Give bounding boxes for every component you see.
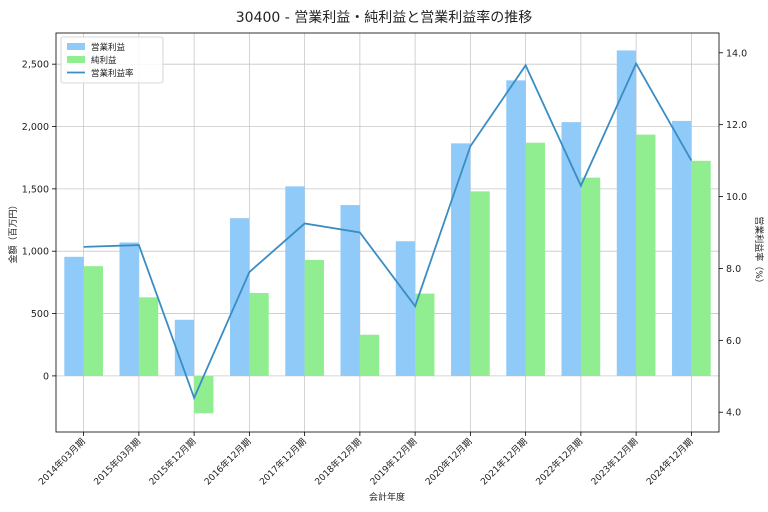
- legend-swatch: [67, 43, 85, 50]
- x-tick-label: 2023年12月期: [588, 436, 640, 488]
- x-tick-label: 2024年12月期: [644, 436, 696, 488]
- plot-frame: [55, 32, 720, 433]
- bar-net-profit: [415, 293, 435, 376]
- y2-tick-label: 10.0: [726, 192, 747, 203]
- bar-net-profit: [691, 160, 711, 376]
- x-tick-label: 2022年12月期: [533, 436, 585, 488]
- bar-net-profit: [525, 142, 545, 376]
- ratio-line-path: [83, 61, 693, 401]
- legend-swatch: [67, 56, 85, 63]
- bar-net-profit: [249, 292, 269, 376]
- x-axis-ticks: 2014年03月期 2015年03月期 2015年12月期 2016年12月期 2017…: [36, 432, 696, 488]
- y-tick-label: 1,500: [22, 184, 49, 195]
- x-tick-label: 2017年12月期: [257, 436, 309, 488]
- bar-net-profit: [636, 134, 656, 376]
- y2-tick-label: 6.0: [726, 336, 741, 347]
- x-tick-label: 2019年12月期: [367, 436, 419, 488]
- bar-operating-profit: [506, 80, 526, 376]
- y-axis-ticks: 0 500 1,000 1,500 2,000 2,500: [22, 60, 56, 382]
- bar-operating-profit: [285, 186, 305, 376]
- y2-tick-label: 4.0: [726, 408, 741, 419]
- legend-label: 純利益: [91, 55, 117, 66]
- y-tick-label: 1,000: [22, 247, 49, 258]
- legend-label: 営業利益率: [91, 68, 134, 79]
- x-tick-label: 2018年12月期: [312, 436, 364, 488]
- ratio-line: [83, 61, 693, 401]
- bars: [64, 50, 711, 414]
- bar-operating-profit: [616, 50, 637, 376]
- bar-operating-profit: [230, 218, 250, 376]
- bar-net-profit: [194, 375, 214, 414]
- y-axis-label: 金額（百万円）: [7, 200, 19, 263]
- bar-net-profit: [83, 266, 103, 376]
- y2-tick-label: 12.0: [726, 120, 747, 131]
- x-tick-label: 2015年12月期: [146, 436, 198, 488]
- bar-operating-profit: [174, 319, 195, 376]
- bar-operating-profit: [672, 120, 692, 376]
- legend-box: [60, 36, 164, 84]
- bar-operating-profit: [561, 122, 581, 376]
- bar-net-profit: [359, 334, 380, 376]
- bar-operating-profit: [119, 242, 139, 376]
- y2-tick-label: 8.0: [726, 264, 741, 275]
- y-tick-label: 2,000: [22, 122, 49, 133]
- x-tick-label: 2014年03月期: [36, 436, 88, 488]
- x-tick-label: 2021年12月期: [478, 436, 530, 488]
- bar-net-profit: [470, 191, 490, 376]
- y2-axis-ticks: 4.0 6.0 8.0 10.0 12.0 14.0: [719, 48, 747, 419]
- x-tick-label: 2020年12月期: [423, 436, 475, 488]
- y-tick-label: 2,500: [22, 60, 49, 71]
- y-tick-label: 0: [43, 371, 49, 382]
- bar-net-profit: [138, 297, 159, 376]
- x-tick-label: 2016年12月期: [202, 436, 254, 488]
- legend-label: 営業利益: [91, 42, 126, 53]
- y2-tick-label: 14.0: [726, 48, 747, 59]
- bar-operating-profit: [64, 256, 84, 376]
- y-tick-label: 500: [31, 309, 49, 320]
- x-axis-label: 会計年度: [369, 491, 405, 503]
- x-tick-label: 2015年03月期: [91, 436, 143, 488]
- bar-net-profit: [580, 177, 601, 376]
- bar-operating-profit: [451, 143, 471, 376]
- bar-operating-profit: [340, 205, 360, 376]
- chart-title: 30400 - 営業利益・純利益と営業利益率の推移: [236, 9, 533, 26]
- bar-net-profit: [304, 259, 324, 376]
- bar-operating-profit: [395, 241, 416, 376]
- y2-axis-label: 営業利益率（%）: [753, 216, 765, 288]
